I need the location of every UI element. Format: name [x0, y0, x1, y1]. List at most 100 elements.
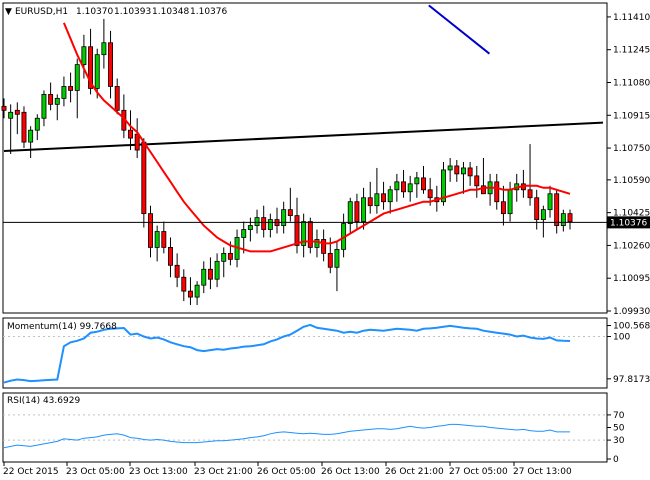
candle-body — [241, 229, 247, 238]
price-tick-label: 1.10750 — [613, 144, 650, 154]
candle — [547, 185, 553, 218]
candle-body — [287, 209, 293, 217]
candle-body — [354, 201, 360, 222]
candle-body — [174, 264, 180, 278]
candle — [460, 161, 466, 194]
candle — [61, 76, 67, 107]
candle — [367, 181, 373, 214]
candle-body — [134, 133, 140, 151]
momentum-tick-label: 97.8173 — [613, 375, 650, 385]
x-tick-label: 26 Oct 13:00 — [321, 467, 380, 477]
price-panel: 1.11410 1.11245 1.11080 1.10915 1.10750 1.105… — [1, 2, 650, 317]
candle — [174, 253, 180, 288]
candlesticks — [1, 18, 573, 306]
candle-body — [387, 189, 393, 203]
candle-body — [441, 169, 446, 203]
candle — [500, 185, 506, 226]
time-x-axis: 22 Oct 2015 23 Oct 05:00 23 Oct 13:00 23 Oc… — [3, 462, 572, 477]
candle — [8, 104, 14, 155]
candle — [494, 173, 500, 210]
candle-body — [447, 165, 453, 171]
candle-body — [480, 185, 486, 195]
price-tick-label: 1.09930 — [613, 307, 650, 317]
candle-body — [81, 46, 87, 66]
momentum-tick-label: 100.568 — [613, 322, 650, 332]
candle — [214, 253, 220, 288]
candle — [101, 18, 107, 69]
candle-body — [327, 252, 333, 268]
candle-body — [181, 276, 187, 292]
candle-body — [401, 181, 406, 193]
candle — [94, 48, 100, 99]
candle-body — [207, 268, 213, 280]
candle — [247, 217, 253, 242]
candle-body — [334, 249, 340, 268]
candle — [254, 209, 260, 234]
candle-body — [554, 193, 560, 226]
candle-body — [14, 109, 20, 115]
candle-body — [381, 193, 387, 203]
candle — [407, 175, 413, 202]
candle-body — [474, 175, 480, 187]
x-tick-label: 23 Oct 05:00 — [66, 467, 125, 477]
candle-body — [494, 181, 500, 203]
black-trendline-segment — [3, 121, 604, 153]
rsi-tick-label: 30 — [613, 436, 625, 446]
candle — [414, 171, 420, 198]
price-tick-label: 1.10590 — [613, 176, 650, 186]
candle — [454, 159, 460, 182]
candle — [527, 144, 533, 206]
candle-body — [454, 165, 460, 175]
ohlc-close: 1.10376 — [190, 7, 227, 17]
candle — [134, 118, 140, 158]
candle — [128, 110, 133, 151]
candle — [187, 277, 193, 306]
candle — [181, 269, 187, 302]
candle-body — [421, 177, 426, 191]
candle — [287, 187, 293, 222]
rsi-panel-frame — [2, 392, 608, 463]
candle-body — [314, 239, 320, 248]
candle — [447, 158, 453, 182]
candle-body — [294, 215, 300, 246]
candle-body — [108, 42, 114, 87]
candle-body — [74, 64, 80, 91]
candle-body — [361, 197, 367, 222]
chart-symbol: EURUSD,H1 — [15, 7, 68, 17]
black-trendline — [3, 121, 604, 153]
candle-body — [61, 86, 67, 99]
candle-body — [88, 46, 94, 89]
candle — [261, 205, 267, 238]
candle-body — [560, 213, 566, 226]
triangle-icon: ▼ — [5, 7, 12, 17]
candle-body — [8, 111, 14, 119]
candle — [241, 221, 247, 254]
candle-body — [114, 86, 120, 111]
candle — [194, 281, 200, 306]
candle-body — [567, 213, 573, 222]
candle-body — [221, 252, 227, 262]
price-tick-label: 1.10425 — [613, 209, 650, 219]
price-tick-label: 1.11245 — [613, 46, 650, 56]
candle-body — [374, 193, 380, 207]
x-tick-label: 23 Oct 13:00 — [129, 467, 188, 477]
candle — [374, 167, 380, 214]
candle-body — [101, 42, 107, 56]
candle-body — [427, 189, 433, 199]
candle — [421, 165, 426, 194]
candle — [161, 221, 167, 254]
blue-trendline — [428, 4, 491, 55]
candle — [168, 237, 173, 278]
rsi-tick-label: 70 — [613, 411, 625, 421]
candle-body — [227, 252, 233, 260]
candle-body — [347, 201, 353, 224]
candle-body — [301, 221, 307, 246]
rsi-tick-label: 0 — [613, 455, 619, 465]
rsi-panel: 70 50 30 0 RSI(14) 43.6929 — [2, 392, 625, 465]
candle — [14, 102, 20, 135]
price-tick-label: 1.11410 — [613, 13, 650, 23]
candle — [114, 78, 120, 115]
momentum-line — [3, 323, 571, 384]
candle — [387, 185, 393, 214]
